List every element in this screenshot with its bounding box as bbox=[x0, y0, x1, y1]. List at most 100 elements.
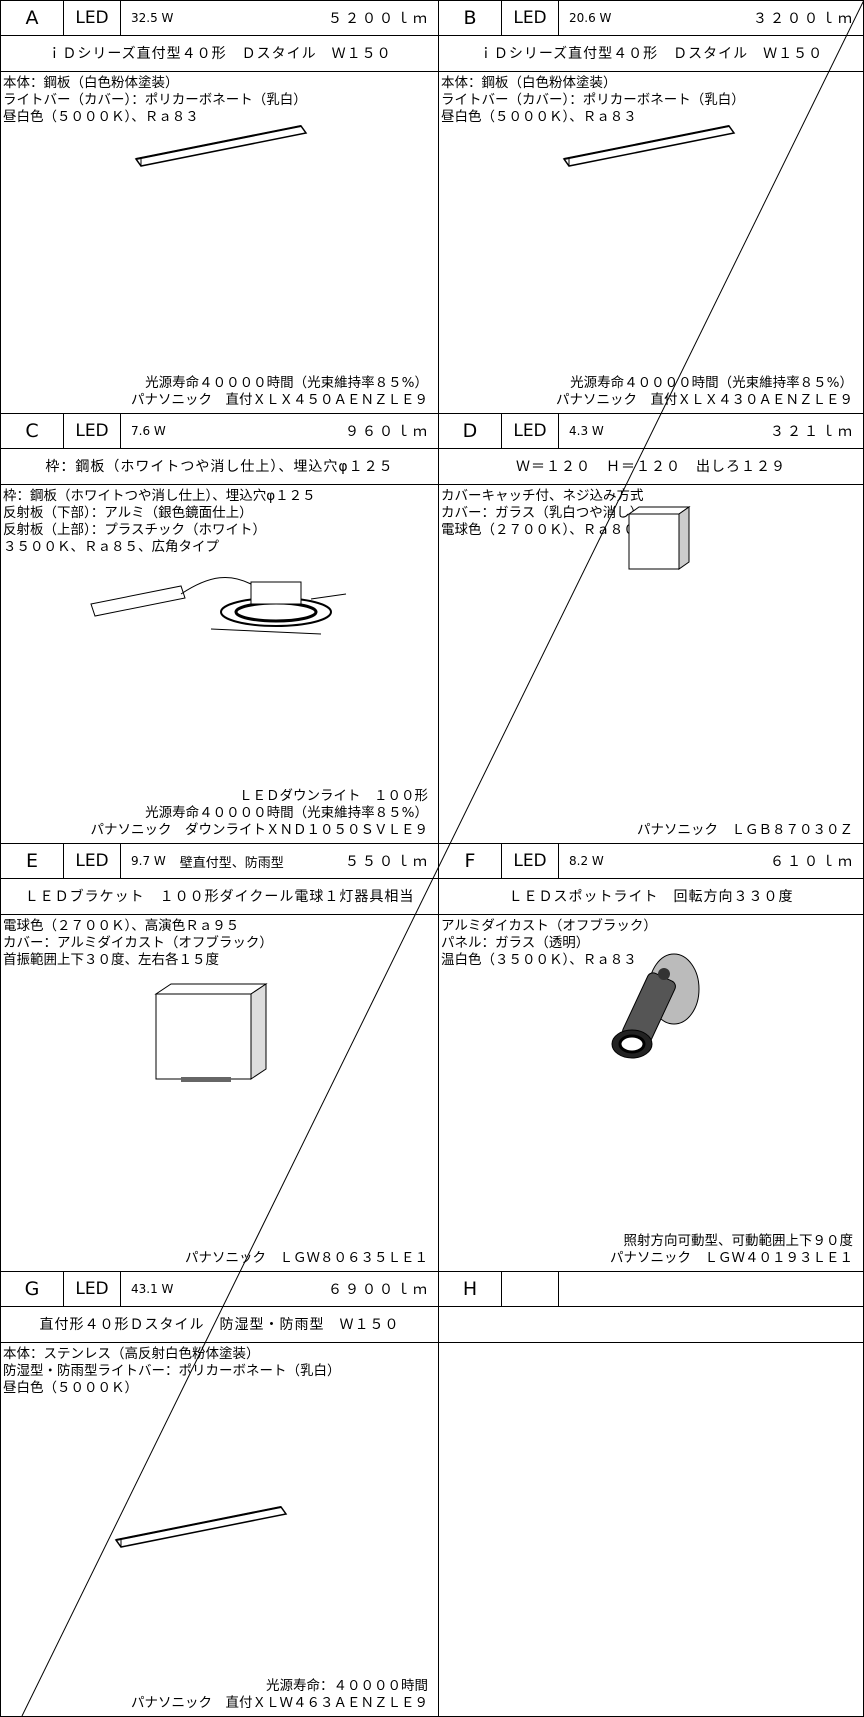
wattage: 7.6 W bbox=[131, 424, 166, 438]
fixture-illustration bbox=[131, 121, 311, 175]
footer-line: ＬＥＤダウンライト １００形 bbox=[239, 788, 428, 804]
cell-header: E LED 9.7 W 壁直付型、防雨型 ５５０ｌｍ bbox=[1, 844, 438, 879]
lumen: ５５０ｌｍ bbox=[345, 854, 430, 870]
wattage: 9.7 W bbox=[131, 854, 166, 868]
lamp-type: LED bbox=[64, 1272, 121, 1306]
lumen: ３２１ｌｍ bbox=[770, 424, 855, 440]
lumen: ６９００ｌｍ bbox=[328, 1282, 430, 1298]
footer-line: パナソニック 直付ＸＬＷ４６３ＡＥＮＺＬＥ９ bbox=[131, 1695, 428, 1711]
cell-header: F LED 8.2 W ６１０ｌｍ bbox=[439, 844, 863, 879]
cell-letter: D bbox=[439, 414, 502, 448]
lamp-type: LED bbox=[502, 844, 559, 878]
spec-list: 枠：鋼板（ホワイトつや消し仕上）、埋込穴φ１２５ 反射板（下部）：アルミ（銀色鏡面… bbox=[3, 488, 316, 556]
spec-line: 本体：鋼板（白色粉体塗装） bbox=[441, 75, 617, 91]
subtitle bbox=[439, 1306, 863, 1343]
spec-line: カバーキャッチ付、ネジ込み方式 bbox=[441, 488, 644, 504]
cell: G LED 43.1 W ６９００ｌｍ 直付形４０形Ｄスタイル 防湿型・防雨型 Ｗ１５０… bbox=[0, 1271, 439, 1717]
wattage: 4.3 W bbox=[569, 424, 604, 438]
spec-line: 電球色（２７００Ｋ）、Ｒａ８０ bbox=[441, 522, 637, 538]
footer-line: 光源寿命４００００時間（光束維持率８５%） bbox=[570, 375, 853, 391]
spec-line: アルミダイカスト（オフブラック） bbox=[441, 918, 657, 934]
footer-line: 光源寿命：４００００時間 bbox=[266, 1678, 428, 1694]
cell-header: G LED 43.1 W ６９００ｌｍ bbox=[1, 1272, 438, 1307]
spec-line: ライトバー（カバー）：ポリカーボネート（乳白） bbox=[441, 92, 745, 108]
spec-list: カバーキャッチ付、ネジ込み方式 カバー：ガラス（乳白つや消し） 電球色（２７００Ｋ）… bbox=[441, 488, 644, 539]
lamp-type: LED bbox=[502, 414, 559, 448]
spec-line: 反射板（上部）：プラスチック（ホワイト） bbox=[3, 522, 266, 538]
cell-letter: C bbox=[1, 414, 64, 448]
spec-line: 電球色（２７００Ｋ）、高演色Ｒａ９５ bbox=[3, 918, 240, 934]
lamp-type: LED bbox=[64, 844, 121, 878]
cell: B LED 20.6 W ３２００ｌｍ ｉＤシリーズ直付型４０形 Ｄスタイル Ｗ１５０ 本… bbox=[438, 0, 864, 414]
footer-line: パナソニック ＬＧＷ８０６３５ＬＥ１ bbox=[185, 1250, 428, 1266]
cell-header: D LED 4.3 W ３２１ｌｍ bbox=[439, 414, 863, 449]
footer-line: 光源寿命４００００時間（光束維持率８５%） bbox=[145, 805, 428, 821]
cell-letter: A bbox=[1, 1, 64, 35]
wattage: 20.6 W bbox=[569, 11, 612, 25]
spec-line: 防湿型・防雨型ライトバー：ポリカーボネート（乳白） bbox=[3, 1363, 341, 1379]
cell-header: B LED 20.6 W ３２００ｌｍ bbox=[439, 1, 863, 36]
subtitle: ｉＤシリーズ直付型４０形 Ｄスタイル Ｗ１５０ bbox=[439, 35, 863, 72]
fixture-illustration bbox=[594, 949, 704, 1073]
spec-list: 電球色（２７００Ｋ）、高演色Ｒａ９５ カバー：アルミダイカスト（オフブラック） 首振… bbox=[3, 918, 273, 969]
cell: A LED 32.5 W ５２００ｌｍ ｉＤシリーズ直付型４０形 Ｄスタイル Ｗ１５０ 本… bbox=[0, 0, 439, 414]
footer: 光源寿命４００００時間（光束維持率８５%） パナソニック 直付ＸＬＸ４３０ＡＥＮＺ… bbox=[556, 375, 853, 409]
footer-line: 光源寿命４００００時間（光束維持率８５%） bbox=[145, 375, 428, 391]
spec-list: 本体：鋼板（白色粉体塗装） ライトバー（カバー）：ポリカーボネート（乳白） 昼白色（… bbox=[441, 75, 745, 126]
fixture-illustration bbox=[81, 564, 351, 648]
wattage: 43.1 W bbox=[131, 1282, 174, 1296]
footer-line: 照射方向可動型、可動範囲上下９０度 bbox=[623, 1233, 854, 1249]
subtitle: ＬＥＤブラケット １００形ダイクール電球１灯器具相当 bbox=[1, 878, 438, 915]
cell-header: A LED 32.5 W ５２００ｌｍ bbox=[1, 1, 438, 36]
mount-type: 壁直付型、防雨型 bbox=[179, 855, 284, 871]
subtitle: ＬＥＤスポットライト 回転方向３３０度 bbox=[439, 878, 863, 915]
spec-line: 本体：鋼板（白色粉体塗装） bbox=[3, 75, 179, 91]
subtitle: Ｗ＝１２０ Ｈ＝１２０ 出しろ１２９ bbox=[439, 448, 863, 485]
cell-letter: B bbox=[439, 1, 502, 35]
footer-line: パナソニック 直付ＸＬＸ４３０ＡＥＮＺＬＥ９ bbox=[556, 392, 853, 408]
footer: パナソニック ＬＧＢ８７０３０Ｚ bbox=[637, 822, 853, 839]
cell-header: H bbox=[439, 1272, 863, 1307]
lumen: ６１０ｌｍ bbox=[770, 854, 855, 870]
subtitle: ｉＤシリーズ直付型４０形 Ｄスタイル Ｗ１５０ bbox=[1, 35, 438, 72]
cell: F LED 8.2 W ６１０ｌｍ ＬＥＤスポットライト 回転方向３３０度アルミダイカス… bbox=[438, 843, 864, 1272]
lamp-type bbox=[502, 1272, 559, 1306]
cell: H bbox=[438, 1271, 864, 1717]
spec-line: 昼白色（５０００Ｋ） bbox=[3, 1380, 138, 1396]
spec-line: ライトバー（カバー）：ポリカーボネート（乳白） bbox=[3, 92, 307, 108]
spec-line: カバー：アルミダイカスト（オフブラック） bbox=[3, 935, 273, 951]
cell: C LED 7.6 W ９６０ｌｍ 枠：鋼板（ホワイトつや消し仕上）、埋込穴φ１２５ 枠：… bbox=[0, 413, 439, 844]
spec-line: 反射板（下部）：アルミ（銀色鏡面仕上） bbox=[3, 505, 253, 521]
footer: 光源寿命：４００００時間 パナソニック 直付ＸＬＷ４６３ＡＥＮＺＬＥ９ bbox=[131, 1678, 428, 1712]
footer-line: パナソニック ＬＧＷ４０１９３ＬＥ１ bbox=[610, 1250, 853, 1266]
lumen: ３２００ｌｍ bbox=[753, 11, 855, 27]
fixture-illustration bbox=[111, 1502, 291, 1556]
spec-list: 本体：鋼板（白色粉体塗装） ライトバー（カバー）：ポリカーボネート（乳白） 昼白色（… bbox=[3, 75, 307, 126]
lumen: ５２００ｌｍ bbox=[328, 11, 430, 27]
subtitle: 枠：鋼板（ホワイトつや消し仕上）、埋込穴φ１２５ bbox=[1, 448, 438, 485]
footer: 照射方向可動型、可動範囲上下９０度 パナソニック ＬＧＷ４０１９３ＬＥ１ bbox=[610, 1233, 853, 1267]
spec-line: ３５００Ｋ、Ｒａ８５、広角タイプ bbox=[3, 539, 219, 555]
cell-letter: G bbox=[1, 1272, 64, 1306]
subtitle: 直付形４０形Ｄスタイル 防湿型・防雨型 Ｗ１５０ bbox=[1, 1306, 438, 1343]
spec-line: カバー：ガラス（乳白つや消し） bbox=[441, 505, 644, 521]
footer-line: パナソニック ＬＧＢ８７０３０Ｚ bbox=[637, 822, 853, 838]
footer: 光源寿命４００００時間（光束維持率８５%） パナソニック 直付ＸＬＸ４５０ＡＥＮＺ… bbox=[131, 375, 428, 409]
lamp-type: LED bbox=[502, 1, 559, 35]
cell: D LED 4.3 W ３２１ｌｍ Ｗ＝１２０ Ｈ＝１２０ 出しろ１２９ カバーキャッチ付… bbox=[438, 413, 864, 844]
footer: ＬＥＤダウンライト １００形 光源寿命４００００時間（光束維持率８５%） パナソニッ… bbox=[91, 788, 429, 839]
fixture-illustration bbox=[151, 979, 271, 1093]
cell-letter: E bbox=[1, 844, 64, 878]
footer-line: パナソニック 直付ＸＬＸ４５０ＡＥＮＺＬＥ９ bbox=[131, 392, 428, 408]
cell: E LED 9.7 W 壁直付型、防雨型 ５５０ｌｍ ＬＥＤブラケット １００形ダイクール… bbox=[0, 843, 439, 1272]
lamp-type: LED bbox=[64, 1, 121, 35]
footer: パナソニック ＬＧＷ８０６３５ＬＥ１ bbox=[185, 1250, 428, 1267]
footer-line: パナソニック ダウンライトＸＮＤ１０５０ＳＶＬＥ９ bbox=[90, 822, 429, 838]
wattage: 8.2 W bbox=[569, 854, 604, 868]
spec-list: 本体：ステンレス（高反射白色粉体塗装） 防湿型・防雨型ライトバー：ポリカーボネート… bbox=[3, 1346, 341, 1397]
cell-letter: F bbox=[439, 844, 502, 878]
lamp-type: LED bbox=[64, 414, 121, 448]
wattage: 32.5 W bbox=[131, 11, 174, 25]
spec-line: 本体：ステンレス（高反射白色粉体塗装） bbox=[3, 1346, 260, 1362]
